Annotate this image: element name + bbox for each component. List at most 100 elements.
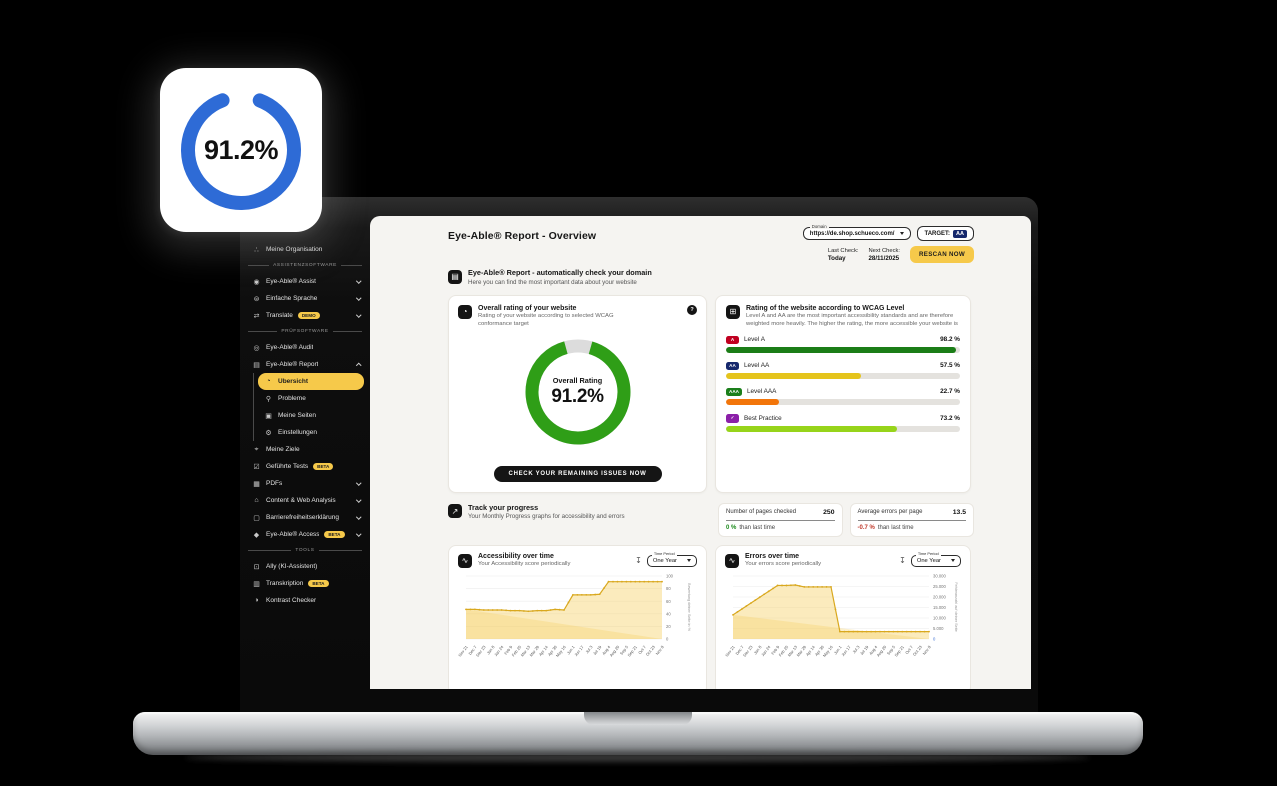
sidebar-item-label: Meine Ziele bbox=[266, 446, 300, 453]
domain-select[interactable]: Domain https://de.shop.schueco.com/ bbox=[802, 224, 912, 240]
main-panel: Eye-Able® Report - Overview Domain https… bbox=[370, 216, 1031, 689]
sidebar-item-barrierefreiheitserkl-rung[interactable]: ▢ Barrierefreiheitserklärung bbox=[246, 509, 364, 526]
svg-text:Apr 30: Apr 30 bbox=[814, 644, 826, 657]
laptop-shadow bbox=[185, 753, 1090, 762]
svg-text:Jul 3: Jul 3 bbox=[584, 644, 594, 654]
sidebar-item-gef-hrte-tests[interactable]: ☑ Geführte Tests BETA bbox=[246, 458, 364, 475]
stat-suffix: than last time bbox=[739, 524, 776, 531]
sidebar-item-probleme[interactable]: ⚲ Probleme bbox=[258, 390, 364, 407]
svg-text:Dec 7: Dec 7 bbox=[734, 644, 745, 656]
sidebar-item-meine-organisation[interactable]: ∴ Meine Organisation bbox=[246, 241, 364, 258]
svg-text:Sep 5: Sep 5 bbox=[886, 644, 897, 656]
sidebar-item-translate[interactable]: ⇄ Translate DEMO bbox=[246, 307, 364, 324]
sidebar-item-einstellungen[interactable]: ⚙ Einstellungen bbox=[258, 424, 364, 441]
svg-text:80: 80 bbox=[666, 586, 671, 591]
sidebar-item-einfache-sprache[interactable]: ⊜ Einfache Sprache bbox=[246, 290, 364, 307]
chevron-down-icon bbox=[355, 531, 361, 536]
svg-text:Jul 3: Jul 3 bbox=[851, 644, 861, 654]
time-period-select[interactable]: Time Period One Year bbox=[910, 552, 961, 567]
sidebar-subitems: ◔ Übersicht ⚲ Probleme ▣ Meine Seiten ⚙ Einstel… bbox=[253, 373, 364, 441]
wcag-level-label: Level AA bbox=[744, 362, 770, 370]
sidebar-item-meine-ziele[interactable]: ⌖ Meine Ziele bbox=[246, 441, 364, 458]
chevron-down-icon bbox=[355, 497, 361, 502]
wcag-level-label: Level AAA bbox=[746, 388, 777, 396]
download-icon[interactable]: ↧ bbox=[899, 556, 906, 566]
divider bbox=[857, 519, 966, 521]
sidebar-item-eye-able-report[interactable]: ▤ Eye-Able® Report bbox=[246, 356, 364, 373]
page-title: Eye-Able® Report - Overview bbox=[448, 230, 597, 242]
search-icon: ⚲ bbox=[265, 395, 272, 403]
svg-text:Apr 30: Apr 30 bbox=[547, 644, 559, 657]
svg-text:30.000: 30.000 bbox=[933, 574, 946, 579]
chevron-down-icon bbox=[355, 514, 361, 519]
svg-text:Dec 7: Dec 7 bbox=[467, 644, 478, 656]
simple-language-icon: ⊜ bbox=[253, 295, 260, 303]
sidebar-item-label: Geführte Tests bbox=[266, 463, 309, 470]
last-check: Last Check: Today bbox=[828, 248, 859, 262]
sidebar-item-content-web-analysis[interactable]: ⌂ Content & Web Analysis bbox=[246, 492, 364, 509]
chevron-down-icon bbox=[355, 295, 361, 300]
rescan-now-button[interactable]: RESCAN NOW bbox=[910, 246, 974, 263]
wcag-row-best-practice: ✓ Best Practice 73.2 % bbox=[726, 413, 960, 433]
web-analysis-icon: ⌂ bbox=[254, 497, 259, 504]
wcag-grid-icon: ⊞ bbox=[726, 304, 740, 319]
svg-text:Oct 7: Oct 7 bbox=[904, 644, 914, 655]
line-chart-icon: ∿ bbox=[458, 553, 472, 568]
progress-title: Track your progress bbox=[468, 502, 539, 512]
download-icon[interactable]: ↧ bbox=[635, 556, 642, 566]
svg-text:May 16: May 16 bbox=[822, 644, 834, 658]
next-check-value: 28/11/2025 bbox=[868, 254, 900, 262]
beta-badge: BETA bbox=[308, 580, 329, 587]
last-check-label: Last Check: bbox=[827, 247, 859, 254]
wcag-rating-card: ⊞ Rating of the website according to WCA… bbox=[715, 294, 971, 493]
gauge-icon: ◔ bbox=[458, 304, 472, 319]
svg-text:40: 40 bbox=[666, 611, 671, 616]
beta-badge: BETA bbox=[313, 463, 334, 470]
sidebar-item-ally-ki-assistent-[interactable]: ⊡ Ally (KI-Assistent) bbox=[246, 558, 364, 575]
laptop-screen: ∴ Meine Organisation ASSISTENZSOFTWARE ◉ Eye… bbox=[240, 197, 1038, 713]
chevron-down-icon bbox=[687, 559, 691, 563]
ally-icon: ⊡ bbox=[253, 563, 260, 571]
svg-text:20: 20 bbox=[666, 624, 671, 629]
svg-text:Dec 23: Dec 23 bbox=[742, 644, 754, 658]
sidebar-item-eye-able-audit[interactable]: ◎ Eye-Able® Audit bbox=[246, 339, 364, 356]
line-chart-icon: ∿ bbox=[725, 553, 739, 568]
pdf-icon: ▦ bbox=[253, 480, 260, 488]
chart-card-errors-over-time: ∿ Errors over time Your errors score perio… bbox=[715, 544, 971, 689]
stat-delta: 0 % bbox=[726, 524, 737, 531]
svg-text:Jun 1: Jun 1 bbox=[566, 644, 576, 655]
transcription-icon: ▥ bbox=[253, 580, 260, 588]
wcag-row-top: AAA Level AAA 22.7 % bbox=[726, 387, 960, 396]
sidebar-item-eye-able-access[interactable]: ◆ Eye-Able® Access BETA bbox=[246, 526, 364, 543]
organization-icon: ∴ bbox=[254, 246, 259, 254]
stat-line2: -0.7 % than last time bbox=[858, 525, 967, 531]
score-ring-icon bbox=[181, 90, 301, 210]
sidebar-item-label: PDFs bbox=[266, 480, 283, 487]
sidebar-item-kontrast-checker[interactable]: ◑ Kontrast Checker bbox=[246, 592, 364, 609]
sidebar-item-pdfs[interactable]: ▦ PDFs bbox=[246, 475, 364, 492]
check-issues-button[interactable]: CHECK YOUR REMAINING ISSUES NOW bbox=[493, 465, 662, 482]
sidebar-item-transkription[interactable]: ▥ Transkription BETA bbox=[246, 575, 364, 592]
svg-text:25.000: 25.000 bbox=[933, 584, 946, 589]
target-label: TARGET: bbox=[924, 230, 951, 237]
stat-value: 13.5 bbox=[952, 508, 966, 516]
wcag-level-percent: 98.2 % bbox=[940, 336, 960, 344]
sidebar-section-label: ASSISTENZSOFTWARE bbox=[246, 258, 364, 273]
charts-row: ∿ Accessibility over time Your Accessibili… bbox=[448, 544, 974, 689]
svg-text:Jul 19: Jul 19 bbox=[859, 644, 870, 656]
sidebar-item-meine-seiten[interactable]: ▣ Meine Seiten bbox=[258, 407, 364, 424]
sidebar-item--bersicht[interactable]: ◔ Übersicht bbox=[258, 373, 364, 390]
intro-subtitle: Here you can find the most important dat… bbox=[468, 278, 637, 286]
svg-text:Oct 23: Oct 23 bbox=[645, 644, 657, 657]
score-badge-card: 91.2% bbox=[160, 68, 322, 232]
sidebar-item-eye-able-assist[interactable]: ◉ Eye-Able® Assist bbox=[246, 273, 364, 290]
svg-text:Jan 24: Jan 24 bbox=[493, 644, 505, 657]
help-button[interactable]: ? bbox=[687, 304, 697, 315]
time-period-select[interactable]: Time Period One Year bbox=[646, 552, 697, 567]
stat-line1: Number of pages checked 250 bbox=[726, 509, 835, 516]
next-check: Next Check: 28/11/2025 bbox=[868, 248, 900, 262]
wcag-level-chip: ✓ bbox=[726, 413, 739, 423]
sidebar-section-label: TOOLS bbox=[246, 543, 364, 558]
wcag-progress-track bbox=[726, 399, 960, 406]
audit-icon: ◎ bbox=[253, 344, 260, 352]
